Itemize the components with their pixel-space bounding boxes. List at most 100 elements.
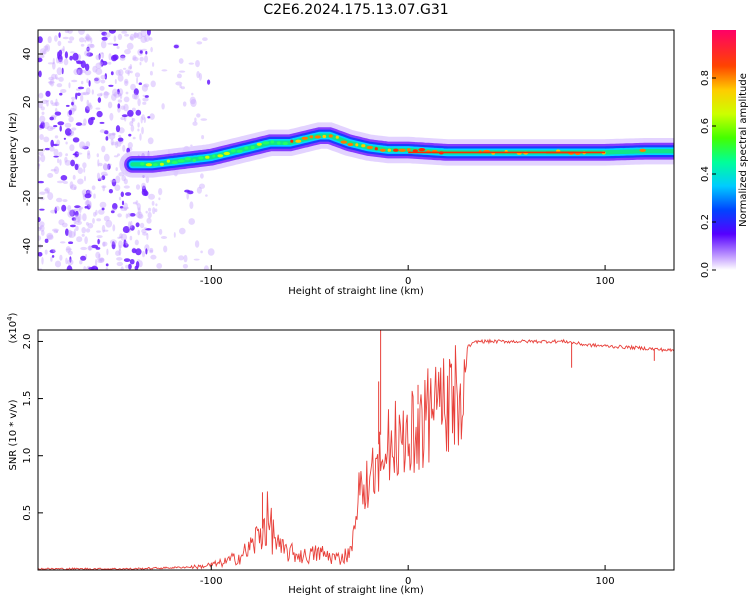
noise-blob — [63, 58, 69, 66]
noise-blob — [125, 192, 132, 196]
noise-blob — [82, 69, 86, 73]
noise-blob — [46, 125, 54, 131]
noise-blob — [85, 47, 92, 51]
noise-blob — [68, 109, 73, 116]
noise-blob — [49, 249, 56, 254]
ridge-hotspot — [223, 151, 230, 156]
noise-blob — [59, 125, 62, 132]
ridge-hotspot — [418, 148, 426, 152]
noise-blob — [118, 244, 122, 252]
noise-blob — [72, 174, 76, 180]
noise-blob — [67, 250, 73, 256]
noise-blob — [98, 257, 105, 264]
noise-blob — [80, 92, 87, 96]
noise-blob — [133, 93, 139, 100]
noise-blob — [141, 84, 148, 92]
noise-blob — [69, 256, 72, 263]
noise-blob — [47, 81, 55, 84]
noise-blob — [200, 173, 204, 179]
ridge-hotspot — [347, 142, 354, 147]
noise-blob — [196, 113, 201, 118]
snr-x-axis-label: Height of straight line (km) — [288, 585, 424, 596]
y-tick-label: 1.5 — [22, 391, 33, 407]
noise-blob — [84, 70, 92, 76]
ridge-hotspot — [328, 134, 333, 138]
noise-blob — [139, 222, 145, 229]
noise-blob — [207, 248, 215, 256]
noise-blob — [45, 90, 51, 97]
noise-blob — [68, 116, 74, 123]
noise-blob — [117, 137, 124, 142]
x-tick-label: 100 — [596, 276, 615, 287]
noise-blob — [82, 91, 90, 96]
noise-blob — [81, 145, 88, 149]
noise-blob — [141, 48, 147, 51]
noise-blob — [104, 32, 111, 38]
noise-blob — [193, 258, 200, 261]
noise-blob — [182, 101, 187, 107]
noise-blob — [122, 206, 130, 210]
noise-blob — [176, 73, 182, 79]
noise-blob — [119, 233, 123, 239]
noise-blob — [81, 80, 84, 85]
ridge-hotspot — [140, 162, 145, 166]
noise-blob — [56, 83, 63, 88]
ridge-hotspot — [277, 141, 281, 145]
noise-blob — [126, 42, 134, 50]
noise-blob — [129, 33, 135, 41]
noise-blob — [83, 266, 87, 270]
noise-blob — [115, 250, 121, 256]
noise-blob — [55, 77, 59, 80]
noise-blob — [72, 52, 79, 61]
x-tick-label: 100 — [596, 576, 615, 587]
noise-blob — [50, 139, 54, 148]
noise-blob — [130, 70, 133, 74]
noise-blob — [39, 221, 45, 228]
noise-blob — [101, 224, 106, 233]
noise-blob — [139, 50, 143, 54]
noise-blob — [101, 52, 105, 59]
noise-blob — [55, 230, 59, 233]
noise-blob — [137, 229, 140, 236]
noise-blob — [86, 104, 93, 111]
noise-blob — [67, 40, 73, 44]
noise-blob — [62, 199, 68, 203]
noise-blob — [77, 86, 85, 90]
noise-blob — [78, 213, 82, 222]
noise-blob — [105, 263, 109, 267]
noise-blob — [136, 32, 143, 40]
noise-blob — [141, 228, 147, 234]
noise-blob — [95, 107, 101, 110]
noise-blob — [70, 108, 77, 112]
noise-blob — [49, 78, 55, 87]
noise-blob — [62, 45, 65, 53]
noise-blob — [133, 32, 139, 38]
noise-blob — [64, 159, 72, 166]
noise-blob — [69, 55, 73, 61]
noise-blob — [85, 228, 91, 233]
noise-blob — [120, 207, 128, 212]
noise-blob — [73, 104, 77, 111]
noise-blob — [84, 63, 90, 71]
noise-blob — [59, 241, 66, 244]
noise-blob — [88, 245, 92, 251]
noise-blob — [111, 132, 116, 136]
noise-blob — [69, 144, 75, 152]
noise-blob — [115, 175, 121, 184]
noise-blob — [58, 219, 65, 226]
noise-blob — [53, 166, 60, 175]
noise-blob — [136, 203, 141, 211]
noise-blob — [67, 229, 73, 238]
noise-blob — [139, 61, 142, 66]
noise-blob — [143, 227, 147, 230]
noise-blob — [39, 48, 46, 55]
noise-blob — [125, 91, 129, 95]
noise-blob — [108, 53, 112, 61]
colorbar-ticks: 0.0 0.2 0.4 0.6 0.8 — [700, 70, 716, 278]
noise-blob — [140, 35, 147, 44]
noise-blob — [100, 171, 108, 177]
noise-blob — [119, 236, 123, 239]
noise-blob — [99, 129, 106, 133]
noise-blob — [68, 82, 71, 89]
noise-blob — [41, 257, 44, 265]
